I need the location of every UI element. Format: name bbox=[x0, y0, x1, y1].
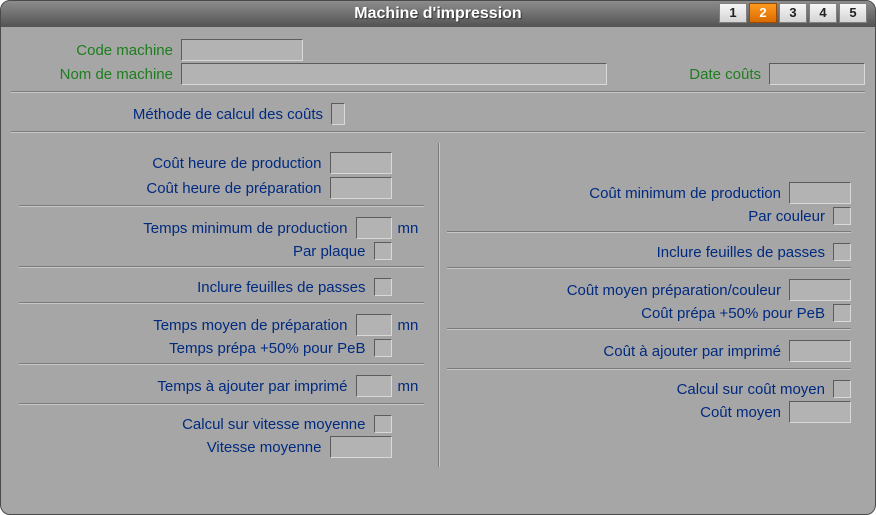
divider bbox=[19, 302, 424, 304]
method-row: Méthode de calcul des coûts bbox=[11, 103, 865, 125]
header-section: Code machine Nom de machine Date coûts bbox=[11, 39, 865, 85]
par-couleur-label: Par couleur bbox=[447, 208, 834, 225]
calcul-cout-moyen-checkbox[interactable] bbox=[833, 380, 851, 398]
date-couts-label: Date coûts bbox=[607, 66, 769, 83]
cout-prepa-peb-checkbox[interactable] bbox=[833, 304, 851, 322]
right-column: Coût minimum de production Par couleur I… bbox=[439, 143, 866, 467]
divider bbox=[447, 368, 852, 370]
tab-5[interactable]: 5 bbox=[839, 3, 867, 23]
tab-4[interactable]: 4 bbox=[809, 3, 837, 23]
temps-min-prod-unit: mn bbox=[398, 220, 424, 237]
cout-moyen-input[interactable] bbox=[789, 401, 851, 423]
tab-1[interactable]: 1 bbox=[719, 3, 747, 23]
vitesse-moyenne-label: Vitesse moyenne bbox=[19, 439, 330, 456]
divider bbox=[11, 91, 865, 93]
divider bbox=[447, 267, 852, 269]
temps-ajouter-input[interactable] bbox=[356, 375, 392, 397]
temps-min-prod-input[interactable] bbox=[356, 217, 392, 239]
left-column: Coût heure de production Coût heure de p… bbox=[11, 143, 439, 467]
vitesse-moyenne-input[interactable] bbox=[330, 436, 392, 458]
calcul-vitesse-label: Calcul sur vitesse moyenne bbox=[19, 416, 374, 433]
temps-min-prod-label: Temps minimum de production bbox=[19, 220, 356, 237]
titlebar: Machine d'impression 1 2 3 4 5 bbox=[1, 1, 875, 27]
cout-min-prod-input[interactable] bbox=[789, 182, 851, 204]
calcul-cout-moyen-label: Calcul sur coût moyen bbox=[447, 381, 834, 398]
nom-machine-label: Nom de machine bbox=[11, 66, 181, 83]
divider bbox=[19, 266, 424, 268]
par-plaque-label: Par plaque bbox=[19, 243, 374, 260]
method-label: Méthode de calcul des coûts bbox=[11, 106, 331, 123]
inclure-feuilles-left-label: Inclure feuilles de passes bbox=[19, 279, 374, 296]
window: Machine d'impression 1 2 3 4 5 Code mach… bbox=[0, 0, 876, 515]
cout-heure-prepa-label: Coût heure de préparation bbox=[19, 180, 330, 197]
divider bbox=[19, 205, 424, 207]
divider bbox=[19, 403, 424, 405]
temps-moyen-prepa-label: Temps moyen de préparation bbox=[19, 317, 356, 334]
tab-3[interactable]: 3 bbox=[779, 3, 807, 23]
code-machine-label: Code machine bbox=[11, 42, 181, 59]
panel-body: Code machine Nom de machine Date coûts M… bbox=[1, 27, 875, 477]
cout-heure-prod-input[interactable] bbox=[330, 152, 392, 174]
cout-moyen-label: Coût moyen bbox=[447, 404, 790, 421]
divider bbox=[447, 231, 852, 233]
cout-heure-prepa-input[interactable] bbox=[330, 177, 392, 199]
divider bbox=[19, 363, 424, 365]
cout-heure-prod-label: Coût heure de production bbox=[19, 155, 330, 172]
par-plaque-checkbox[interactable] bbox=[374, 242, 392, 260]
temps-moyen-prepa-input[interactable] bbox=[356, 314, 392, 336]
cout-moyen-prepa-label: Coût moyen préparation/couleur bbox=[447, 282, 790, 299]
date-couts-input[interactable] bbox=[769, 63, 865, 85]
cout-ajouter-input[interactable] bbox=[789, 340, 851, 362]
cout-prepa-peb-label: Coût prépa +50% pour PeB bbox=[447, 305, 834, 322]
temps-ajouter-label: Temps à ajouter par imprimé bbox=[19, 378, 356, 395]
divider bbox=[11, 131, 865, 133]
divider bbox=[447, 328, 852, 330]
tab-strip: 1 2 3 4 5 bbox=[719, 3, 867, 23]
inclure-feuilles-right-label: Inclure feuilles de passes bbox=[447, 244, 834, 261]
cout-min-prod-label: Coût minimum de production bbox=[447, 185, 790, 202]
temps-prepa-peb-label: Temps prépa +50% pour PeB bbox=[19, 340, 374, 357]
par-couleur-checkbox[interactable] bbox=[833, 207, 851, 225]
nom-machine-input[interactable] bbox=[181, 63, 607, 85]
inclure-feuilles-left-checkbox[interactable] bbox=[374, 278, 392, 296]
code-machine-input[interactable] bbox=[181, 39, 303, 61]
columns: Coût heure de production Coût heure de p… bbox=[11, 143, 865, 467]
temps-prepa-peb-checkbox[interactable] bbox=[374, 339, 392, 357]
method-input[interactable] bbox=[331, 103, 345, 125]
calcul-vitesse-checkbox[interactable] bbox=[374, 415, 392, 433]
cout-moyen-prepa-input[interactable] bbox=[789, 279, 851, 301]
temps-ajouter-unit: mn bbox=[398, 378, 424, 395]
inclure-feuilles-right-checkbox[interactable] bbox=[833, 243, 851, 261]
temps-moyen-prepa-unit: mn bbox=[398, 317, 424, 334]
cout-ajouter-label: Coût à ajouter par imprimé bbox=[447, 343, 790, 360]
tab-2[interactable]: 2 bbox=[749, 3, 777, 23]
